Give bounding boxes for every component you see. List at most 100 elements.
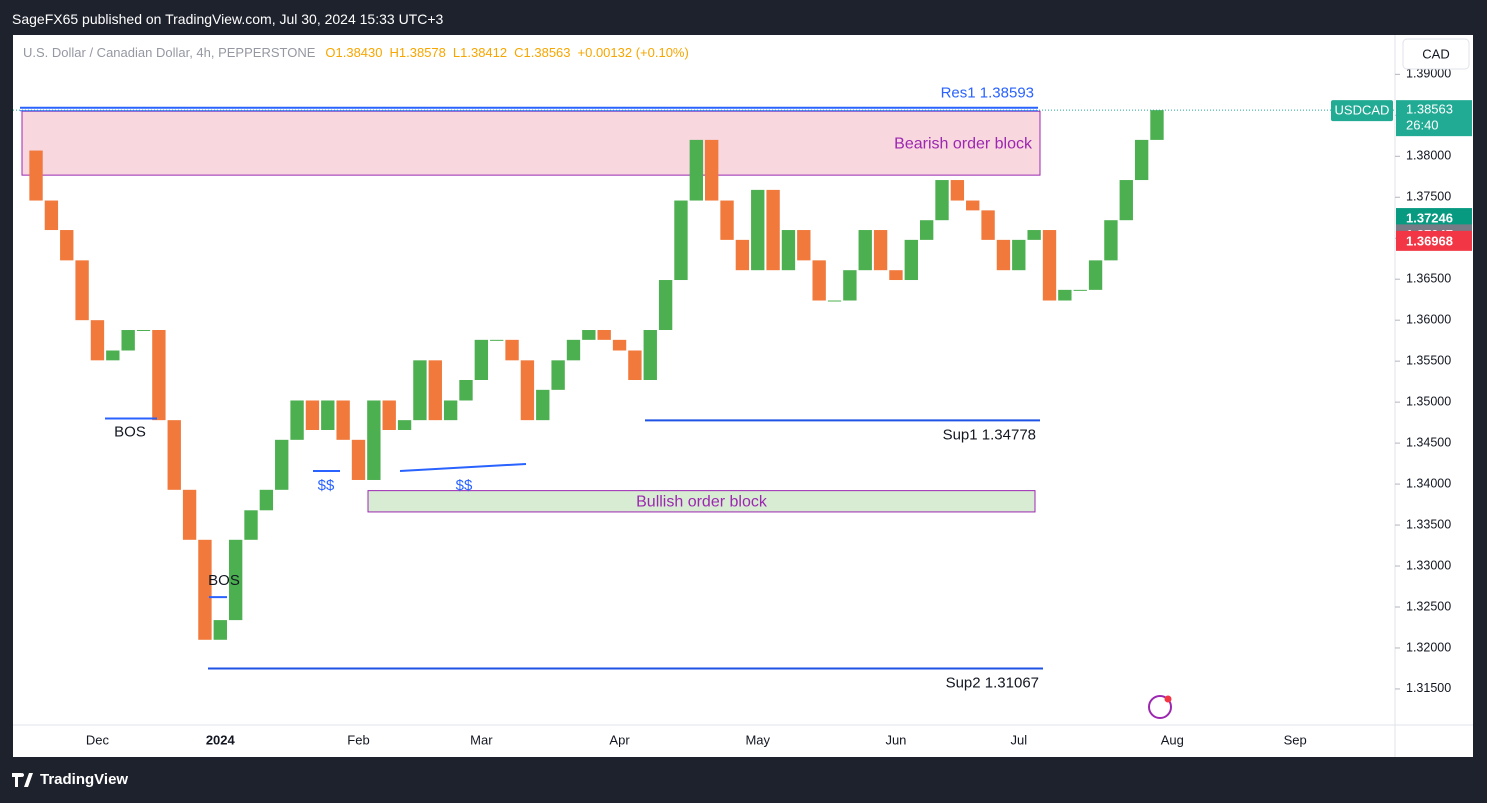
candle: [705, 139, 719, 201]
price-tag-value: 1.38563: [1406, 102, 1453, 117]
price-tag-timer: 26:40: [1406, 118, 1439, 133]
candle: [950, 180, 965, 201]
alert-dot: [1164, 695, 1172, 703]
candle: [582, 330, 596, 340]
candle: [244, 510, 258, 540]
candle: [597, 330, 611, 340]
x-tick-label: Dec: [86, 732, 110, 747]
candle: [658, 280, 673, 331]
candle: [751, 189, 765, 271]
order-block: [367, 490, 1036, 513]
y-tick-label: 1.32500: [1406, 599, 1451, 613]
level-label: Sup2 1.31067: [946, 674, 1039, 691]
candle: [397, 420, 412, 430]
candle: [1104, 220, 1118, 261]
y-tick-label: 1.39000: [1406, 67, 1451, 81]
y-tick-label: 1.34000: [1406, 476, 1451, 490]
price-tag: [1396, 208, 1472, 229]
candle: [889, 270, 903, 281]
candle: [520, 360, 535, 421]
candle: [1150, 110, 1164, 140]
candle: [428, 360, 442, 421]
x-tick-label: Feb: [347, 732, 369, 747]
candle: [827, 300, 842, 302]
candle: [536, 389, 550, 421]
candle: [351, 439, 366, 480]
candle: [382, 400, 396, 430]
candle: [505, 339, 519, 361]
candle: [106, 350, 120, 361]
candle: [182, 489, 197, 540]
structure-label: BOS: [208, 572, 240, 589]
candle: [474, 339, 489, 380]
y-tick-label: 1.34500: [1406, 435, 1451, 449]
structure-line: [399, 462, 527, 472]
y-tick-label: 1.31500: [1406, 681, 1451, 695]
candle: [459, 380, 473, 401]
symbol-line: U.S. Dollar / Canadian Dollar, 4h, PEPPE…: [23, 45, 689, 60]
candle: [60, 230, 74, 261]
ohlc: C1.38563: [514, 45, 570, 60]
candle: [858, 230, 872, 271]
candle: [167, 420, 181, 490]
x-tick-label: Apr: [609, 732, 630, 747]
ohlc: L1.38412: [453, 45, 507, 60]
symbol: U.S. Dollar / Canadian Dollar, 4h, PEPPE…: [23, 45, 316, 60]
candle: [628, 350, 642, 380]
candle: [643, 330, 657, 380]
candle: [413, 360, 427, 421]
candle: [213, 620, 227, 640]
candle: [797, 230, 811, 261]
y-tick-label: 1.38000: [1406, 149, 1451, 163]
brand: TradingView: [40, 771, 129, 788]
candle: [735, 239, 750, 271]
order-block-label: Bearish order block: [894, 135, 1033, 152]
order-block-label: Bullish order block: [636, 494, 768, 511]
candle: [612, 339, 627, 351]
candle: [259, 489, 274, 511]
candle: [336, 400, 350, 440]
symbol-tag-label: USDCAD: [1335, 103, 1390, 118]
top-bar: SageFX65 published on TradingView.com, J…: [0, 0, 1487, 35]
candle: [443, 400, 458, 421]
candle: [720, 200, 734, 240]
candle: [1058, 289, 1072, 301]
candle: [919, 220, 934, 240]
candle: [966, 200, 980, 211]
symbol-tag: [1331, 100, 1393, 122]
candle: [781, 230, 796, 271]
candle: [1119, 180, 1133, 221]
ohlc: O1.38430: [325, 45, 382, 60]
x-tick-label: Mar: [470, 732, 493, 747]
candle: [843, 270, 857, 301]
x-tick-label: Sep: [1284, 732, 1307, 747]
ohlc: H1.38578: [390, 45, 446, 60]
candle: [1012, 239, 1026, 271]
candle: [996, 239, 1011, 271]
bottom-bar: TradingView: [0, 757, 1487, 802]
candle: [1073, 289, 1087, 291]
structure-label: BOS: [114, 423, 146, 440]
candle: [1134, 139, 1149, 181]
y-tick-label: 1.33500: [1406, 517, 1451, 531]
x-tick-label: Jul: [1010, 732, 1027, 747]
candle: [75, 260, 89, 321]
candle: [367, 400, 381, 480]
candle: [228, 539, 243, 621]
price-tag-value: 1.36968: [1406, 233, 1453, 248]
candle: [490, 339, 504, 341]
x-tick-label: Aug: [1161, 732, 1184, 747]
price-tag: [1396, 230, 1472, 251]
y-tick-label: 1.35000: [1406, 394, 1451, 408]
ohlc: +0.00132 (+0.10%): [578, 45, 689, 60]
y-tick-label: 1.37500: [1406, 190, 1451, 204]
candle: [198, 539, 212, 640]
candle: [1027, 230, 1041, 240]
currency-label: CAD: [1422, 46, 1449, 61]
candle: [321, 400, 335, 430]
candle: [290, 400, 304, 440]
candle: [766, 189, 780, 271]
alert-icon: [1148, 695, 1172, 719]
published: SageFX65 published on TradingView.com, J…: [12, 11, 444, 27]
